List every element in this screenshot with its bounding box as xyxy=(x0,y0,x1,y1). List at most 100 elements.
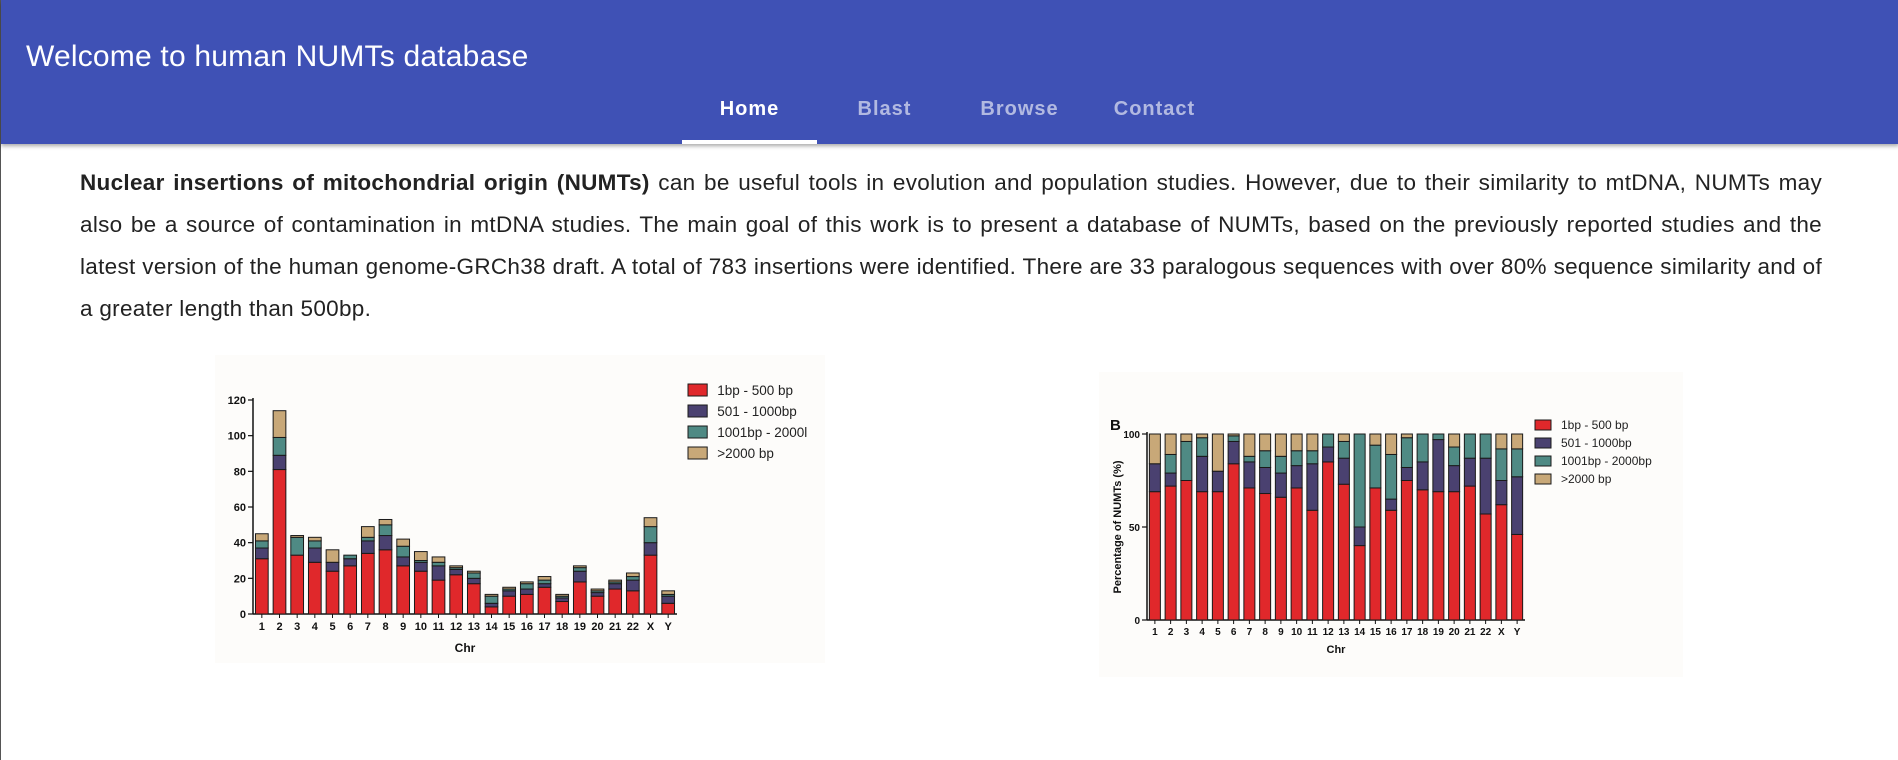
bar-segment xyxy=(254,558,269,615)
bar-segment xyxy=(396,556,411,567)
bar-segment xyxy=(1432,433,1445,441)
bar-segment xyxy=(378,524,393,537)
x-tick-label: 12 xyxy=(450,621,462,633)
bar-segment xyxy=(1290,487,1303,621)
x-tick-label: X xyxy=(1498,627,1505,638)
x-tick-label: 3 xyxy=(294,621,300,633)
legend-swatch xyxy=(1534,419,1552,431)
bar-segment xyxy=(590,592,605,597)
bar-segment xyxy=(537,586,552,615)
bar-segment xyxy=(590,588,605,592)
bar-segment xyxy=(413,551,428,561)
bar-segment xyxy=(431,579,446,615)
x-tick-label: X xyxy=(647,621,655,633)
bar-segment xyxy=(1448,433,1461,448)
bar-segment xyxy=(307,547,322,563)
y-tick-label: 20 xyxy=(234,573,246,585)
bar-segment xyxy=(572,570,587,583)
bar-segment xyxy=(360,552,375,615)
bar-segment xyxy=(608,588,623,615)
bar-segment xyxy=(1353,545,1366,621)
bar-segment xyxy=(1306,509,1319,621)
bar-segment xyxy=(254,547,269,560)
bar-segment xyxy=(1274,455,1287,474)
bar-segment xyxy=(1416,461,1429,491)
bar-segment xyxy=(519,593,534,615)
bar-segment xyxy=(1511,448,1524,478)
bar-segment xyxy=(1400,480,1413,621)
x-tick-label: 13 xyxy=(1338,627,1350,638)
bar-segment xyxy=(254,540,269,549)
bar-segment xyxy=(1337,433,1350,442)
bar-segment xyxy=(290,554,305,615)
bar-segment xyxy=(643,517,658,528)
x-tick-label: 21 xyxy=(1464,627,1476,638)
x-tick-label: 20 xyxy=(1449,627,1461,638)
x-tick-label: 2 xyxy=(276,621,282,633)
bar-segment xyxy=(643,542,658,556)
bar-segment xyxy=(1385,453,1398,500)
bar-segment xyxy=(1196,437,1209,457)
bar-segment xyxy=(1448,465,1461,493)
bar-segment xyxy=(431,565,446,581)
bar-segment xyxy=(625,576,640,581)
bar-segment xyxy=(1227,433,1240,437)
bar-segment xyxy=(625,579,640,592)
bar-segment xyxy=(466,583,481,615)
bar-segment xyxy=(1463,485,1476,621)
bar-segment xyxy=(1164,433,1177,455)
bar-segment xyxy=(290,536,305,556)
bar-segment xyxy=(625,590,640,615)
bar-segment xyxy=(1337,440,1350,459)
tab-contact[interactable]: Contact xyxy=(1113,98,1196,120)
legend-swatch xyxy=(1534,437,1552,449)
bar-segment xyxy=(537,583,552,588)
x-tick-label: 9 xyxy=(400,621,406,633)
bar-segment xyxy=(1180,440,1193,482)
x-tick-label: 3 xyxy=(1184,627,1190,638)
bar-segment xyxy=(1448,491,1461,621)
bar-segment xyxy=(413,561,428,572)
bar-segment xyxy=(466,577,481,585)
bar-segment xyxy=(590,595,605,615)
bar-segment xyxy=(1196,491,1209,621)
legend-label: >2000 bp xyxy=(717,446,774,461)
y-tick-label: 40 xyxy=(234,538,246,550)
x-tick-label: 11 xyxy=(1307,627,1318,638)
x-tick-label: 15 xyxy=(1370,627,1382,638)
intro-bold-term: Nuclear insertions of mitochondrial orig… xyxy=(80,170,650,195)
bar-segment xyxy=(1479,433,1492,459)
x-tick-label: 8 xyxy=(1262,627,1268,638)
bar-segment xyxy=(272,469,287,615)
bar-segment xyxy=(254,533,269,542)
bar-segment xyxy=(519,581,534,585)
bar-segment xyxy=(378,549,393,615)
bar-segment xyxy=(1416,433,1429,463)
bar-segment xyxy=(1211,491,1224,621)
bar-segment xyxy=(1511,476,1524,535)
legend-label: 1bp - 500 bp xyxy=(1561,418,1629,432)
bar-segment xyxy=(1227,440,1240,465)
bar-segment xyxy=(431,556,446,563)
bar-segment xyxy=(608,583,623,590)
bar-segment xyxy=(1495,480,1508,506)
bar-segment xyxy=(502,590,517,597)
bar-segment xyxy=(307,561,322,615)
x-tick-label: 4 xyxy=(312,621,319,633)
x-tick-label: 18 xyxy=(556,621,568,633)
tab-blast[interactable]: Blast xyxy=(857,98,912,120)
tab-browse[interactable]: Browse xyxy=(980,98,1059,120)
bar-segment xyxy=(1290,465,1303,489)
tab-home[interactable]: Home xyxy=(682,90,817,144)
bar-segment xyxy=(502,595,517,615)
y-tick-label: 100 xyxy=(1123,430,1140,441)
nav-tabs: Home Blast Browse Contact xyxy=(682,90,1222,144)
bar-segment xyxy=(1369,487,1382,621)
bar-segment xyxy=(1259,466,1272,495)
bar-segment xyxy=(1463,457,1476,487)
bar-segment xyxy=(1432,491,1445,621)
bar-segment xyxy=(1180,433,1193,442)
bar-segment xyxy=(572,565,587,569)
y-axis-title: Percentage of NUMTs (%) xyxy=(1112,460,1124,593)
x-tick-label: 8 xyxy=(382,621,388,633)
